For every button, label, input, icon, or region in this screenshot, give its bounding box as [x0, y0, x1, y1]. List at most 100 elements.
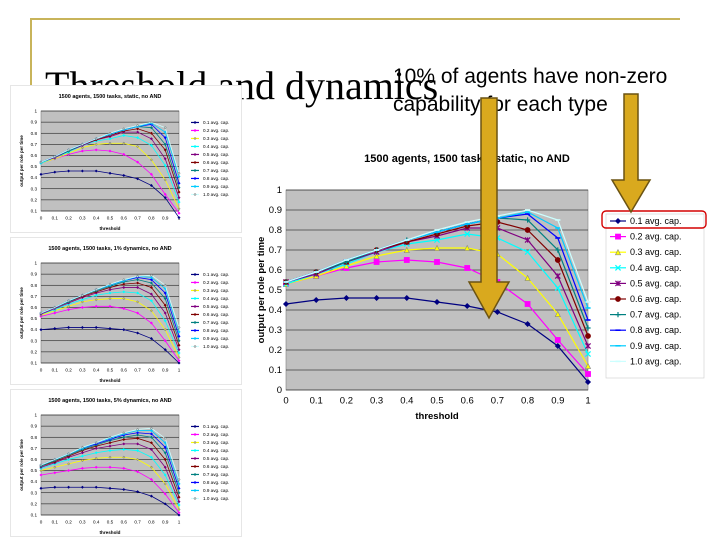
main-chart-svg: 1500 agents, 1500 tasks, static, no AND 0… [256, 153, 707, 422]
y-tick-label: 0.6 [31, 153, 38, 158]
data-point [94, 298, 98, 302]
legend-label: 1.0 avg. cap. [203, 192, 229, 197]
y-tick-label: 1 [34, 413, 37, 418]
data-point [122, 466, 126, 470]
legend-marker [193, 464, 197, 468]
legend-marker [615, 312, 621, 318]
legend-marker [193, 280, 197, 284]
data-point [554, 284, 561, 292]
thumbnail-charts: 1500 agents, 1500 tasks, static, no AND 0… [10, 85, 242, 537]
data-point [149, 281, 153, 285]
series-9 [39, 120, 181, 175]
x-tick-label: 0.8 [148, 520, 155, 525]
x-tick-label: 0.2 [65, 520, 72, 525]
data-point [149, 120, 153, 124]
x-tick-label: 0.7 [134, 368, 141, 373]
data-point [177, 482, 181, 486]
legend-marker [615, 233, 621, 240]
data-point [122, 127, 126, 131]
data-point [136, 436, 140, 440]
data-point [163, 492, 167, 496]
data-point [53, 170, 57, 174]
x-tick-label: 0.7 [134, 520, 141, 525]
data-point [149, 447, 153, 451]
chart-title: 1500 agents, 1500 tasks, static, no AND [364, 153, 570, 165]
data-point [177, 325, 181, 329]
data-point [149, 309, 153, 313]
data-point [149, 441, 153, 445]
data-point [373, 294, 380, 302]
x-axis-label: threshold [100, 530, 121, 535]
thumbnail-chart-2: 1500 agents, 1500 tasks, 1% dynamics, no… [10, 237, 242, 385]
x-tick-label: 0.3 [79, 368, 86, 373]
data-point [136, 281, 140, 285]
data-point [39, 469, 43, 473]
data-point [584, 378, 592, 386]
legend-label: 0.9 avg. cap. [630, 341, 682, 351]
data-point [554, 342, 561, 350]
data-point [53, 465, 57, 469]
y-tick-label: 0.5 [31, 164, 38, 169]
chart-title: 1500 agents, 1500 tasks, 1% dynamics, no… [48, 246, 171, 252]
data-point [80, 149, 84, 153]
legend: 0.1 avg. cap. 0.2 avg. cap. 0.3 avg. cap. 0… [191, 120, 229, 197]
thumbnail-chart-3-svg: 1500 agents, 1500 tasks, 5% dynamics, no… [19, 398, 229, 535]
data-point [80, 146, 84, 150]
data-point [67, 457, 71, 461]
data-point [163, 445, 167, 449]
data-point [80, 298, 84, 302]
data-point [136, 145, 140, 149]
data-point [94, 304, 98, 308]
data-point [94, 325, 98, 329]
data-point [108, 297, 112, 301]
legend-label: 0.6 avg. cap. [630, 294, 682, 304]
data-point [177, 211, 181, 215]
series-0 [39, 325, 181, 365]
data-point [67, 462, 71, 466]
data-point [136, 123, 140, 127]
data-point [163, 319, 167, 323]
data-point [177, 477, 181, 481]
legend-marker [614, 217, 622, 225]
y-tick-label: 0.1 [31, 513, 38, 518]
data-point [122, 133, 126, 137]
data-point [122, 437, 126, 441]
thumbnail-chart-1-svg: 1500 agents, 1500 tasks, static, no AND 0… [19, 94, 229, 231]
data-point [584, 342, 592, 350]
series-3 [39, 447, 181, 507]
data-point [149, 494, 153, 498]
series-1 [39, 304, 181, 363]
data-point [136, 274, 140, 278]
data-point [373, 259, 380, 265]
data-point [434, 259, 440, 265]
x-tick-label: 0.4 [400, 396, 413, 407]
legend-label: 0.5 avg. cap. [203, 304, 229, 309]
legend-label: 1.0 avg. cap. [203, 344, 229, 349]
data-point [177, 186, 181, 190]
plot-area [40, 110, 180, 212]
data-point [149, 435, 153, 439]
legend-label: 0.5 avg. cap. [203, 152, 229, 157]
legend-marker [193, 128, 197, 132]
data-point [94, 288, 98, 292]
y-tick-label: 0.5 [269, 285, 282, 296]
data-point [282, 300, 290, 308]
y-tick-label: 0.6 [269, 265, 282, 276]
data-point [149, 126, 153, 130]
x-tick-label: 0.4 [93, 216, 100, 221]
y-tick-label: 0.1 [31, 361, 38, 366]
data-point [585, 371, 591, 377]
data-point [108, 288, 112, 292]
chart-title: 1500 agents, 1500 tasks, static, no AND [59, 94, 162, 100]
data-point [177, 190, 181, 194]
data-point [136, 311, 140, 315]
x-tick-label: 0.4 [93, 368, 100, 373]
main-chart: 1500 agents, 1500 tasks, static, no AND 0… [244, 150, 710, 443]
data-point [149, 275, 153, 279]
data-point [80, 454, 84, 458]
data-point [149, 137, 153, 141]
data-point [149, 429, 153, 433]
data-point [122, 290, 126, 294]
legend-marker [193, 440, 197, 444]
series-2 [39, 455, 181, 511]
